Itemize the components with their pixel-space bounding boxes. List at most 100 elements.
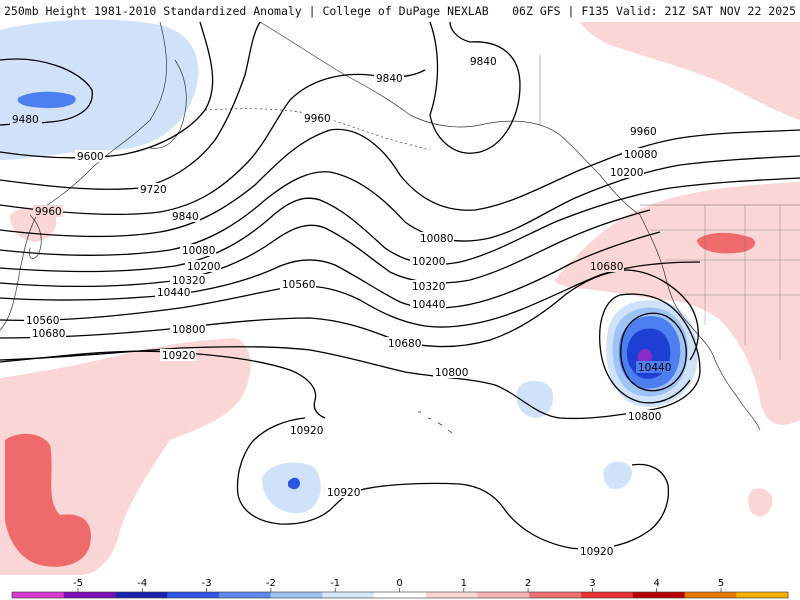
positive-anomaly-southeast bbox=[748, 488, 773, 517]
label-bg bbox=[180, 244, 216, 256]
colorbar-ticks: -5 -4 -3 -2 -1 0 1 2 3 4 5 bbox=[73, 578, 724, 592]
contour-labels: 9480 9600 9720 9840 9840 9840 9960 9960 … bbox=[10, 55, 672, 558]
contour-10320 bbox=[0, 209, 651, 288]
contour-label-10200-b: 10200 bbox=[412, 256, 445, 268]
label-bg bbox=[170, 210, 200, 222]
label-bg bbox=[325, 486, 361, 498]
colorbar-swatch bbox=[322, 592, 375, 598]
contour-label-9480: 9480 bbox=[12, 114, 39, 126]
label-bg bbox=[33, 205, 63, 217]
negative-anomaly-south-core bbox=[288, 477, 300, 490]
label-bg bbox=[30, 327, 66, 339]
contour-10440-west bbox=[0, 231, 661, 309]
label-bg bbox=[170, 274, 206, 286]
contour-label-10680-c: 10680 bbox=[590, 261, 623, 273]
label-bg bbox=[288, 424, 324, 436]
colorbar-swatch bbox=[115, 592, 168, 598]
label-bg bbox=[410, 255, 446, 267]
colorbar-swatch bbox=[736, 592, 789, 598]
anomaly-colorbar: -5 -4 -3 -2 -1 0 1 2 3 4 5 bbox=[11, 578, 789, 599]
contour-label-10920-b: 10920 bbox=[290, 425, 323, 437]
contour-label-9600: 9600 bbox=[77, 151, 104, 163]
colorbar-tick-label: -1 bbox=[330, 578, 340, 589]
label-bg bbox=[374, 72, 404, 84]
colorbar-tick-label: 4 bbox=[654, 578, 660, 589]
contour-label-10920-c: 10920 bbox=[327, 487, 360, 499]
colorbar-swatch bbox=[63, 592, 116, 598]
colorbar-swatch bbox=[477, 592, 530, 598]
contour-9600 bbox=[0, 21, 214, 159]
contour-label-10080-c: 10080 bbox=[624, 149, 657, 161]
negative-anomaly-nw-pacific bbox=[0, 19, 199, 160]
contour-label-9960-a: 9960 bbox=[304, 113, 331, 125]
contour-10440-low bbox=[620, 312, 687, 392]
contour-10080 bbox=[0, 155, 800, 256]
label-bg bbox=[386, 337, 422, 349]
label-bg bbox=[138, 183, 168, 195]
contour-label-10560-a: 10560 bbox=[26, 315, 59, 327]
label-bg bbox=[626, 410, 662, 422]
colorbar-tick-label: -5 bbox=[73, 578, 83, 589]
label-bg bbox=[10, 113, 42, 125]
colorbar-border bbox=[11, 591, 789, 599]
colorbar-swatch bbox=[684, 592, 737, 598]
label-bg bbox=[433, 366, 469, 378]
colorbar-tick-label: 5 bbox=[718, 578, 724, 589]
label-bg bbox=[160, 349, 196, 361]
colorbar-swatch bbox=[218, 592, 272, 598]
kamchatka-coast bbox=[149, 59, 187, 149]
label-bg bbox=[410, 298, 446, 310]
contour-label-10080-a: 10080 bbox=[182, 245, 215, 257]
contour-label-10920-a: 10920 bbox=[162, 350, 195, 362]
height-anomaly-map: 9480 9600 9720 9840 9840 9840 9960 9960 … bbox=[0, 19, 800, 575]
colorbar-tick-label: 0 bbox=[396, 578, 402, 589]
map-header: 250mb Height 1981-2010 Standardized Anom… bbox=[0, 0, 800, 22]
contour-label-10920-d: 10920 bbox=[580, 546, 613, 558]
contour-label-10200-a: 10200 bbox=[187, 261, 220, 273]
label-bg bbox=[588, 260, 624, 272]
state-borders bbox=[650, 205, 800, 360]
contour-label-9960-c: 9960 bbox=[35, 206, 62, 218]
label-bg bbox=[155, 286, 191, 298]
negative-anomaly-central-pacific bbox=[516, 380, 554, 418]
contour-label-9840-a: 9840 bbox=[376, 73, 403, 85]
map-title: 250mb Height 1981-2010 Standardized Anom… bbox=[4, 4, 489, 18]
colorbar-tick-label: 2 bbox=[525, 578, 531, 589]
contour-label-10080-b: 10080 bbox=[420, 233, 453, 245]
contour-label-9840-c: 9840 bbox=[172, 211, 199, 223]
colorbar-swatches bbox=[11, 591, 789, 599]
colorbar-swatch bbox=[12, 592, 65, 598]
colorbar-swatch bbox=[581, 592, 634, 598]
na-west-coast bbox=[639, 214, 761, 431]
contour-label-10680-b: 10680 bbox=[388, 338, 421, 350]
label-bg bbox=[418, 232, 454, 244]
negative-anomaly-mexico bbox=[603, 461, 632, 490]
colorbar-swatch bbox=[167, 592, 220, 598]
label-bg bbox=[410, 280, 446, 292]
label-bg bbox=[628, 125, 658, 137]
contour-9720 bbox=[0, 21, 261, 190]
label-bg bbox=[24, 314, 60, 326]
colorbar-swatch bbox=[374, 592, 427, 598]
contour-label-10440-b: 10440 bbox=[412, 299, 445, 311]
colorbar-swatch bbox=[425, 592, 479, 598]
label-bg bbox=[280, 278, 316, 290]
label-bg bbox=[622, 148, 658, 160]
contour-label-9840-b: 9840 bbox=[470, 56, 497, 68]
contour-label-10680-a: 10680 bbox=[32, 328, 65, 340]
contour-label-10560-b: 10560 bbox=[282, 279, 315, 291]
contour-label-10440-c: 10440 bbox=[638, 362, 671, 374]
contour-label-10440-a: 10440 bbox=[157, 287, 190, 299]
contour-label-10320-a: 10320 bbox=[172, 275, 205, 287]
coastlines bbox=[0, 21, 800, 434]
contour-9960 bbox=[0, 128, 800, 238]
asia-coast bbox=[0, 21, 167, 331]
japan-coast bbox=[29, 214, 42, 259]
colorbar-tick-label: -2 bbox=[266, 578, 276, 589]
contour-label-10200-c: 10200 bbox=[610, 167, 643, 179]
label-bg bbox=[468, 55, 498, 67]
positive-anomaly-core-west-us bbox=[697, 232, 756, 254]
label-bg bbox=[578, 545, 614, 557]
contour-label-10320-b: 10320 bbox=[412, 281, 445, 293]
